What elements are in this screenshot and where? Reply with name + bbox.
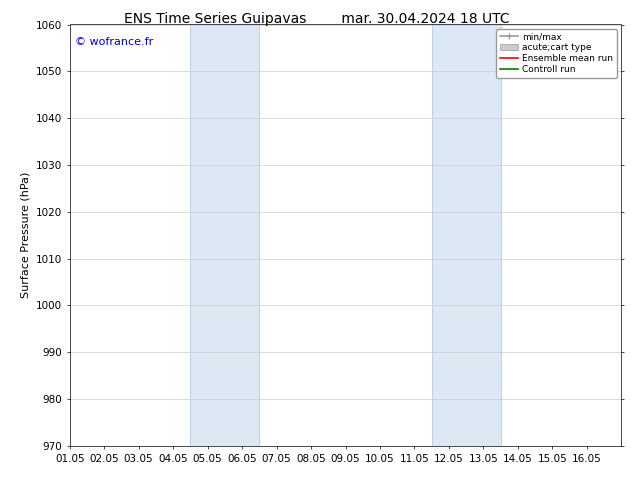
Bar [432, 24, 501, 446]
Legend: min/max, acute;cart type, Ensemble mean run, Controll run: min/max, acute;cart type, Ensemble mean … [496, 29, 617, 77]
Bar [190, 24, 259, 446]
Text: ENS Time Series Guipavas        mar. 30.04.2024 18 UTC: ENS Time Series Guipavas mar. 30.04.2024… [124, 12, 510, 26]
Y-axis label: Surface Pressure (hPa): Surface Pressure (hPa) [20, 172, 30, 298]
Text: © wofrance.fr: © wofrance.fr [75, 37, 153, 47]
